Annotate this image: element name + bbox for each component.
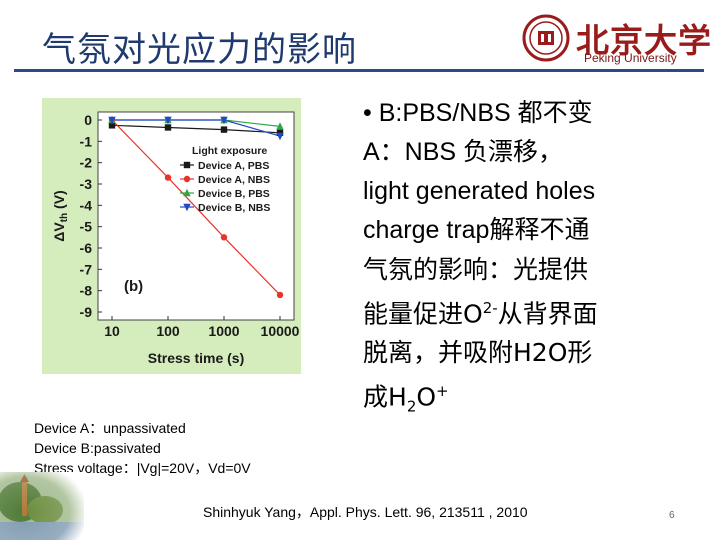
y-tick-label: -6 [80, 240, 93, 256]
data-point [108, 116, 116, 125]
legend-entry: Device A, NBS [198, 174, 270, 186]
x-tick-label: 1000 [208, 323, 239, 339]
university-name-cn: 北京大学 [576, 21, 712, 60]
y-tick-label: -7 [80, 261, 93, 277]
data-point [183, 203, 191, 212]
y-axis-label-unit: (V) [51, 190, 67, 213]
y-tick-label: -3 [80, 176, 93, 192]
legend-entry: Device B, NBS [198, 202, 270, 214]
bullet-line-3: light generated holes [363, 177, 596, 205]
y-tick-label: -8 [80, 283, 93, 299]
y-tick-label: 0 [84, 112, 92, 128]
data-point [220, 116, 228, 125]
y-tick-label: -4 [80, 197, 93, 213]
y-axis-label-main: ΔV [51, 222, 67, 242]
data-point [276, 291, 284, 299]
line6-b: 从背界面 [497, 299, 598, 329]
data-point [108, 122, 116, 129]
data-point [164, 174, 172, 181]
legend-entry: Device A, PBS [198, 160, 269, 172]
y-axis-label-sub: th [59, 213, 70, 222]
data-point [164, 116, 172, 125]
series-line [111, 119, 281, 296]
campus-photo-icon [0, 472, 84, 540]
chart-svg: 0 -1 -2 -3 -4 -5 -6 -7 -8 -9 10 100 1000 10000 Light… [51, 111, 300, 366]
note-stress-voltage: Stress voltage：|Vg|=20V，Vd=0V [34, 460, 251, 476]
data-point [183, 175, 191, 183]
y-axis-label: ΔVth (V) [51, 190, 70, 241]
university-seal-icon [522, 14, 570, 62]
note-device-a: Device A：unpassivated [34, 420, 186, 436]
university-name-en: Peking University [584, 51, 677, 65]
bullet-line-2: A：NBS 负漂移， [363, 138, 564, 166]
bullet-text: • B:PBS/NBS 都不变 A：NBS 负漂移， light generat… [363, 94, 693, 427]
line8-a: 成H [363, 382, 407, 412]
data-point [164, 124, 172, 131]
bullet-line-6: 能量促进O2-从背界面 [363, 289, 693, 333]
line6-a: 能量促进O [363, 299, 483, 329]
x-tick-label: 10000 [261, 323, 300, 339]
bullet-line-8: 成H2O+ [363, 372, 693, 426]
bullet-line-1: • B:PBS/NBS 都不变 [363, 99, 593, 127]
data-point [276, 132, 284, 141]
bullet-line-5: 气氛的影响：光提供 [363, 255, 589, 284]
y-tick-label: -1 [80, 133, 93, 149]
legend-title: Light exposure [192, 145, 267, 157]
line8-sup: + [436, 382, 449, 401]
y-tick-label: -5 [80, 219, 93, 235]
series-line [112, 119, 281, 137]
note-device-b: Device B:passivated [34, 440, 161, 456]
device-notes: Device A：unpassivated Device B:passivate… [34, 418, 251, 478]
x-tick-label: 100 [156, 323, 180, 339]
data-point [183, 188, 191, 197]
panel-label: (b) [124, 278, 143, 295]
title-underline [14, 69, 704, 72]
line8-sub: 2 [406, 397, 417, 416]
bullet-line-4: charge trap解释不通 [363, 216, 590, 244]
line8-b: O [416, 382, 437, 412]
y-tick-label: -2 [80, 155, 93, 171]
plot-frame [97, 111, 295, 321]
series-line [111, 124, 281, 134]
legend-entry: Device B, PBS [198, 188, 270, 200]
slide-title: 气氛对光应力的影响 [42, 30, 357, 70]
citation: Shinhyuk Yang，Appl. Phys. Lett. 96, 2135… [203, 504, 528, 520]
page-number: 6 [669, 510, 675, 521]
bullet-line-7: 脱离，并吸附H2O形 [363, 338, 593, 368]
y-tick-label: -9 [80, 304, 93, 320]
data-point [220, 126, 228, 133]
x-axis-label: Stress time (s) [148, 350, 244, 366]
data-point [183, 161, 191, 169]
stress-time-chart: 0 -1 -2 -3 -4 -5 -6 -7 -8 -9 10 100 1000 10000 Light… [42, 98, 301, 374]
x-tick-label: 10 [104, 323, 120, 339]
line6-sup: 2- [482, 299, 498, 317]
data-point [220, 234, 228, 241]
data-point [276, 122, 284, 130]
